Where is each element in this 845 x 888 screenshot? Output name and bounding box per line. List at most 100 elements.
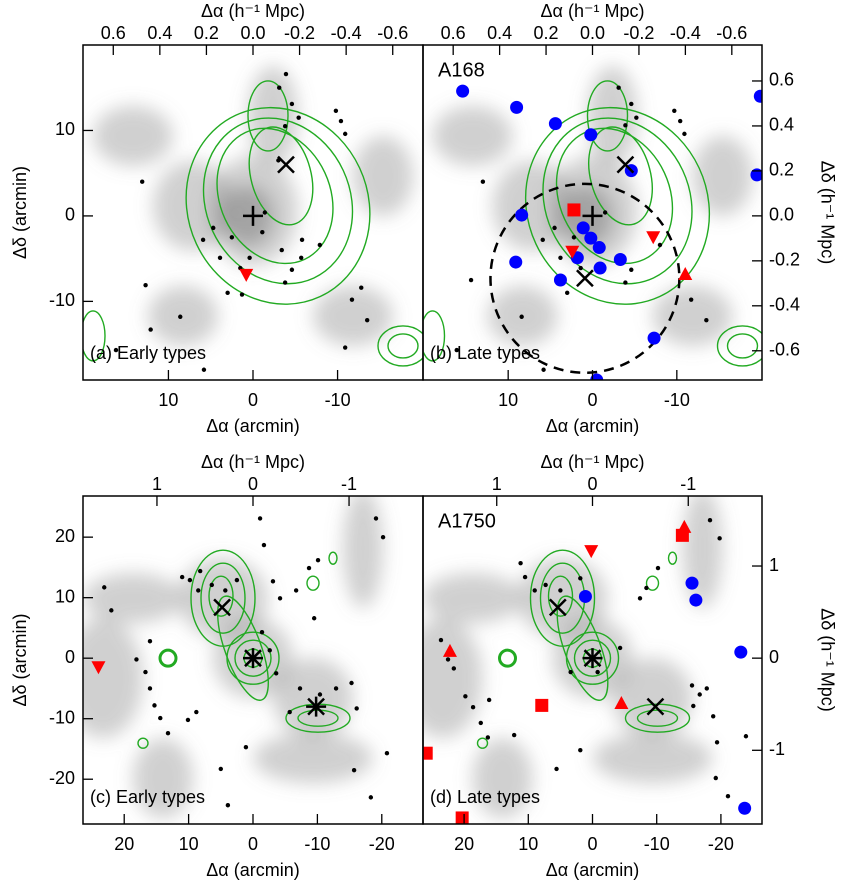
y-axis-title: Δδ (arcmin) bbox=[10, 613, 30, 706]
galaxy-dot bbox=[152, 703, 157, 708]
x2-tick-label: -0.4 bbox=[670, 23, 701, 43]
galaxy-dot bbox=[637, 596, 643, 601]
galaxy-dot bbox=[194, 709, 199, 715]
galaxy-dot bbox=[354, 706, 359, 711]
galaxy-dot bbox=[711, 714, 716, 719]
panel: 10 0 -10 0.6 0.4 0.2 0.0 -0.2 -0.4 -0.6 0.6 0.4 0.2 0… bbox=[421, 1, 837, 436]
galaxy-dot bbox=[697, 692, 702, 697]
cross-marker bbox=[646, 697, 665, 716]
blue-circle bbox=[578, 589, 592, 603]
y2-tick-label: 0.6 bbox=[769, 70, 794, 90]
galaxy-dot bbox=[672, 108, 677, 114]
x2-tick-label: -0.4 bbox=[331, 23, 362, 43]
galaxy-dot bbox=[349, 297, 355, 302]
galaxy-dot bbox=[558, 588, 563, 593]
galaxy-dot bbox=[571, 235, 577, 240]
blue-circle bbox=[734, 645, 748, 659]
galaxy-dot bbox=[317, 242, 323, 248]
galaxy-dot bbox=[209, 582, 214, 588]
galaxy-dot bbox=[634, 115, 639, 120]
galaxy-dot bbox=[554, 766, 559, 772]
cluster-label: A1750 bbox=[438, 510, 496, 532]
x2-tick-label: 0.2 bbox=[194, 23, 219, 43]
galaxy-dot bbox=[578, 265, 583, 271]
galaxy-dot bbox=[478, 720, 483, 726]
galaxy-dot bbox=[704, 686, 709, 691]
galaxy-dot bbox=[480, 179, 486, 184]
red-triangle-up bbox=[678, 267, 693, 281]
galaxy-dot bbox=[273, 671, 279, 676]
x2-tick-label: -0.2 bbox=[623, 23, 654, 43]
x2-tick-label: 0 bbox=[248, 474, 258, 494]
galaxy-dot bbox=[113, 347, 119, 353]
plus-marker bbox=[582, 205, 603, 226]
galaxy-dot bbox=[629, 101, 634, 107]
red-square bbox=[567, 203, 581, 217]
cross-marker bbox=[616, 155, 635, 174]
x-tick-label: 0 bbox=[248, 834, 258, 854]
galaxy-dot bbox=[289, 101, 295, 107]
x2-tick-label: -0.6 bbox=[716, 23, 747, 43]
x2-axis-title: Δα (h⁻¹ Mpc) bbox=[201, 452, 305, 472]
galaxy-dot bbox=[717, 536, 722, 541]
galaxy-dot bbox=[438, 637, 444, 643]
galaxy-dot bbox=[296, 115, 301, 120]
galaxy-dot bbox=[178, 314, 183, 319]
galaxy-dot bbox=[282, 280, 288, 285]
galaxy-dot bbox=[602, 210, 608, 215]
x2-tick-label: -1 bbox=[341, 474, 357, 494]
galaxy-dot bbox=[714, 740, 720, 745]
x-tick-label: -10 bbox=[304, 834, 330, 854]
blue-circle bbox=[753, 89, 762, 103]
galaxy-dot bbox=[451, 666, 457, 671]
red-square bbox=[535, 698, 549, 712]
galaxy-dot bbox=[267, 648, 272, 653]
galaxy-dot bbox=[102, 585, 107, 590]
galaxy-dot bbox=[565, 290, 570, 296]
y-tick-label: 10 bbox=[55, 119, 75, 139]
galaxy-dot bbox=[616, 85, 621, 90]
galaxy-dot bbox=[277, 85, 282, 90]
x-tick-label: -10 bbox=[325, 390, 351, 410]
red-triangle-down bbox=[646, 231, 661, 245]
cross-marker bbox=[576, 269, 594, 288]
galaxy-dot bbox=[229, 235, 235, 240]
galaxy-dot bbox=[315, 557, 321, 563]
galaxy-dot bbox=[743, 734, 749, 739]
galaxy-dot bbox=[225, 803, 231, 808]
red-square bbox=[423, 746, 433, 760]
galaxy-dot bbox=[682, 131, 687, 137]
galaxy-dot bbox=[595, 669, 600, 675]
panel: 10 0 -10 10 0 -10 0.6 0.4 0.2 0.0 -0.2 -0.4 -0.6 Δα (… bbox=[10, 1, 424, 436]
galaxy-dot bbox=[725, 793, 731, 799]
blue-circle bbox=[738, 801, 752, 815]
blue-circle bbox=[750, 168, 762, 182]
galaxy-dot bbox=[657, 242, 663, 248]
x-tick-label: -20 bbox=[369, 834, 395, 854]
galaxy-dot bbox=[147, 686, 153, 691]
x2-tick-label: 0.2 bbox=[534, 23, 559, 43]
blue-circle bbox=[689, 593, 703, 607]
galaxy-dot bbox=[532, 588, 537, 593]
y2-tick-label: -0.4 bbox=[769, 295, 800, 315]
x-tick-label: -10 bbox=[644, 834, 670, 854]
x2-axis-title: Δα (h⁻¹ Mpc) bbox=[201, 1, 305, 21]
galaxy-dot bbox=[260, 229, 265, 235]
galaxy-dot bbox=[463, 694, 468, 699]
galaxy-dot bbox=[511, 732, 517, 738]
galaxy-dot bbox=[689, 683, 695, 688]
galaxy-dot bbox=[143, 669, 148, 675]
x-axis-title: Δα (arcmin) bbox=[206, 860, 299, 880]
x2-tick-label: -1 bbox=[680, 474, 696, 494]
red-square bbox=[455, 811, 469, 824]
galaxy-dot bbox=[201, 367, 207, 372]
cross-marker bbox=[213, 598, 231, 617]
galaxy-dot bbox=[629, 267, 634, 272]
x2-tick-label: 1 bbox=[492, 474, 502, 494]
galaxy-dot bbox=[293, 588, 299, 593]
plus-marker bbox=[243, 205, 263, 226]
galaxy-dot bbox=[287, 709, 292, 715]
x-axis-title: Δα (arcmin) bbox=[206, 416, 299, 436]
plot-area bbox=[421, 66, 762, 380]
galaxy-dot bbox=[454, 347, 459, 353]
